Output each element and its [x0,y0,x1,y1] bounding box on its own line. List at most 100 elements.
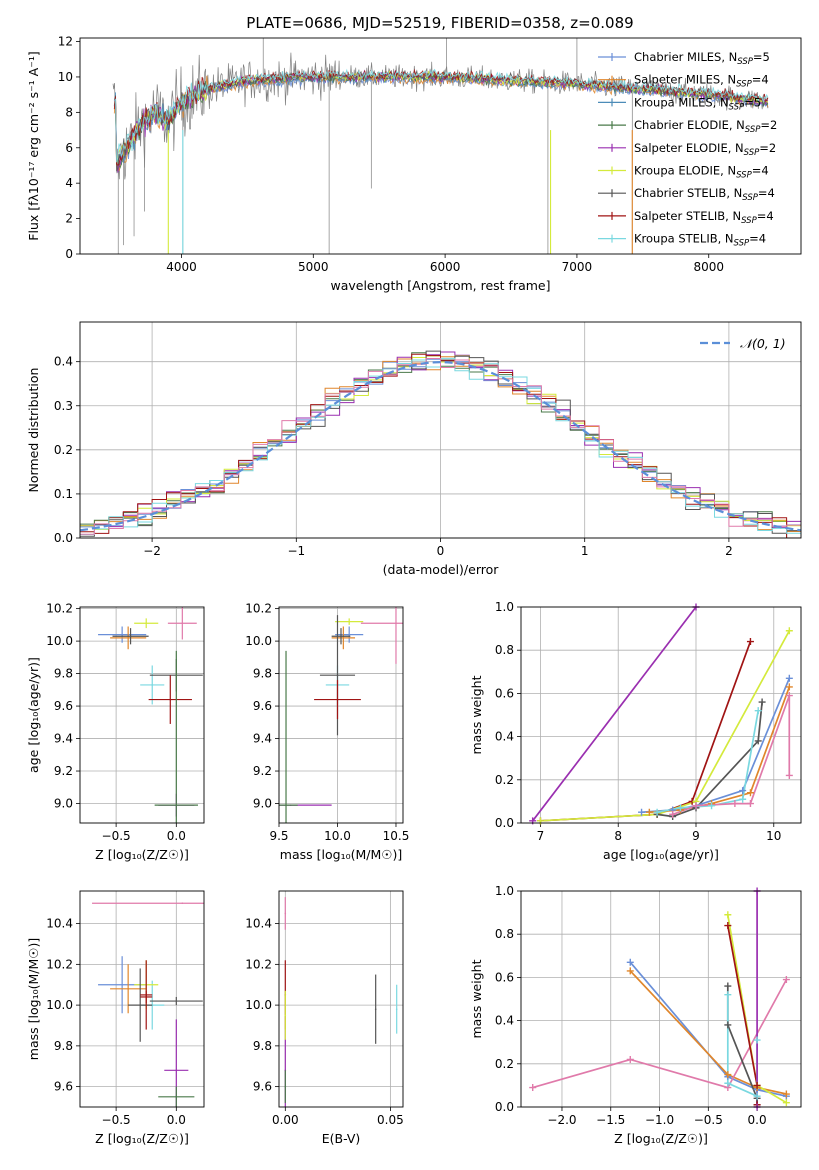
x-tick-label: 9.5 [269,829,288,843]
data-point [175,1096,178,1098]
y-tick-label: 9.8 [253,1039,272,1053]
data-marker [753,1036,761,1044]
x-axis-label: mass [log₁₀(M/M☉)] [280,847,402,862]
data-point [348,620,350,623]
y-tick-label: 10.2 [46,602,73,616]
legend-label: Chabrier MILES, NSSP=5 [634,50,770,67]
data-point [342,637,345,639]
data-marker [746,800,754,808]
weight-series-line [540,641,752,822]
data-point [121,983,123,986]
x-tick-label: 5000 [298,260,329,274]
x-tick-label: 0 [437,544,445,558]
x-axis-label: Z [log₁₀(Z/Z☉)] [95,1131,189,1146]
y-tick-label: 0.2 [495,1057,514,1071]
x-tick-label: 10.0 [324,829,351,843]
legend-label: Kroupa ELODIE, NSSP=4 [634,164,769,181]
data-point [395,622,397,625]
data-marker [746,638,754,646]
x-tick-label: −2 [143,544,161,558]
y-tick-label: 10.4 [46,917,73,931]
model-spectrum-line [113,68,769,163]
data-marker [724,982,732,990]
data-marker [754,737,762,745]
legend-label: Salpeter MILES, NSSP=4 [634,73,769,90]
mass_vs_ebv-frame [278,890,404,1108]
data-marker [638,808,646,816]
data-point [175,1069,178,1072]
x-tick-label: 0.0 [167,1113,186,1127]
data-point [348,633,350,636]
legend-label: Chabrier STELIB, NSSP=4 [634,186,775,203]
x-tick-label: 0.00 [272,1113,299,1127]
y-tick-label: 9.4 [253,732,272,746]
model-spectrum-line [113,69,769,173]
y-tick-label: 10.0 [46,634,73,648]
y-tick-label: 9.8 [54,1039,73,1053]
data-point [395,1008,398,1010]
y-tick-label: 0.0 [54,531,73,545]
x-tick-label: −1.0 [645,1113,674,1127]
y-tick-label: 10.2 [245,957,272,971]
y-tick-label: 0.1 [54,487,73,501]
x-tick-label: 10 [766,829,781,843]
data-point [127,988,129,990]
weight-series-line [656,701,763,818]
y-tick-label: 1.0 [495,884,514,898]
data-point [139,1004,141,1006]
weight-series-line [629,961,787,1098]
y-tick-label: 10.4 [245,917,272,931]
data-point [284,1085,287,1088]
mass_vs_Z-plot-area [92,902,204,1107]
legend-label: Salpeter ELODIE, NSSP=2 [634,141,776,158]
x-tick-label: 1 [581,544,589,558]
x-tick-label: 9 [692,829,700,843]
data-marker [676,804,684,812]
spectrum-frame [79,37,802,255]
y-tick-label: 12 [58,35,73,49]
data-marker [724,911,732,919]
x-tick-label: 10.5 [383,829,410,843]
data-marker [724,991,732,999]
y-tick-label: 9.6 [253,1080,272,1094]
y-tick-label: 0 [65,247,73,261]
y-tick-label: 9.0 [54,797,73,811]
y-tick-label: 9.6 [54,1080,73,1094]
data-marker [626,958,634,966]
data-point [340,635,342,638]
x-axis-label: E(B-V) [322,1131,361,1146]
weight-series-line [649,686,791,814]
weight_vs_Z-axes: −2.0 −1.5 −1.0 −0.5 0.0 0.0 0.2 0.4 0.6 0.8 1.0 Z [… [469,884,801,1146]
spectrum-plot-area [112,38,769,254]
x-tick-label: 8000 [693,260,724,274]
x-axis-label: (data-model)/error [383,562,500,577]
x-axis-label: Z [log₁₀(Z/Z☉)] [95,847,189,862]
y-axis-label: Normed distribution [26,368,41,493]
x-tick-label: −0.5 [102,1113,131,1127]
data-point [336,674,339,677]
y-tick-label: 4 [65,176,73,190]
data-point [169,698,172,701]
figure-title: PLATE=0686, MJD=52519, FIBERID=0358, z=0… [246,14,633,32]
x-tick-label: −1 [287,544,305,558]
legend-label: Kroupa STELIB, NSSP=4 [634,232,766,249]
data-marker [645,808,653,816]
mass_vs_Z-frame [79,890,205,1108]
data-point [127,637,129,639]
x-tick-label: −1.5 [596,1113,625,1127]
residuals-frame [79,321,802,539]
residuals-plot-area [80,350,801,538]
weight-series-line [672,695,791,816]
y-tick-label: 10 [58,70,73,84]
x-axis-label: age [log₁₀(age/yr)] [603,847,719,862]
weight-series-line [532,607,697,822]
x-tick-label: −0.5 [694,1113,723,1127]
y-tick-label: 9.8 [253,667,272,681]
x-axis-label: Z [log₁₀(Z/Z☉)] [614,1131,708,1146]
data-marker [626,1055,634,1063]
data-marker [724,1021,732,1029]
x-tick-label: 2 [725,544,733,558]
data-marker [626,967,634,975]
y-tick-label: 0.3 [54,399,73,413]
